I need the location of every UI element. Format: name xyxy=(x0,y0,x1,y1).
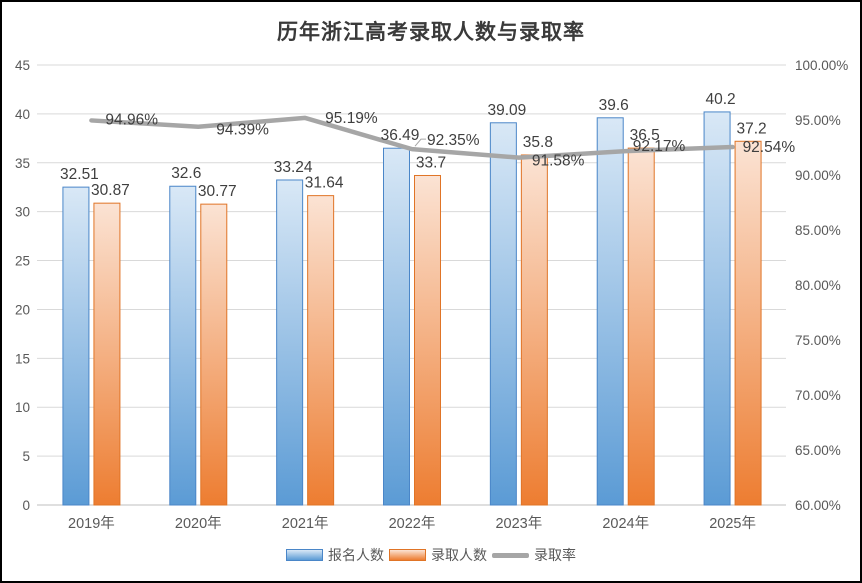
bar-admitted-2021年 xyxy=(307,195,335,506)
x-axis-label: 2019年 xyxy=(68,515,115,532)
legend-item-0: 报名人数 xyxy=(286,545,384,565)
y-axis-left-tick: 10 xyxy=(15,400,30,415)
y-axis-left-tick: 20 xyxy=(15,302,30,317)
bar-value-label-applicants: 32.51 xyxy=(60,166,99,183)
bar-value-label-admitted: 37.2 xyxy=(736,120,766,137)
y-axis-right-tick: 60.00% xyxy=(795,498,841,513)
y-axis-right-tick: 85.00% xyxy=(795,223,841,238)
bar-admitted-2020年 xyxy=(200,203,228,506)
y-axis-left-tick: 30 xyxy=(15,205,30,220)
rate-label: 92.54% xyxy=(743,139,796,156)
y-axis-left-tick: 40 xyxy=(15,107,30,122)
x-axis-label: 2025年 xyxy=(709,515,756,532)
y-axis-right-tick: 95.00% xyxy=(795,113,841,128)
y-axis-right-tick: 75.00% xyxy=(795,333,841,348)
label-leader-line xyxy=(414,138,426,147)
bar-value-label-applicants: 32.6 xyxy=(171,165,201,182)
y-axis-left-tick: 25 xyxy=(15,254,30,269)
y-axis-right-tick: 90.00% xyxy=(795,168,841,183)
bar-applicants-2024年 xyxy=(596,117,624,506)
legend-label: 报名人数 xyxy=(328,547,384,563)
legend-swatch-applicants xyxy=(286,549,323,561)
rate-label: 92.35% xyxy=(427,132,480,149)
x-axis-label: 2021年 xyxy=(282,515,329,532)
bar-applicants-2022年 xyxy=(383,147,410,506)
bar-applicants-2019年 xyxy=(62,186,90,506)
y-axis-left-tick: 5 xyxy=(22,449,30,464)
bar-applicants-2025年 xyxy=(703,111,731,506)
bar-value-label-admitted: 35.8 xyxy=(523,134,553,151)
x-axis-label: 2023年 xyxy=(495,515,542,532)
y-axis-left-tick: 15 xyxy=(15,351,30,366)
rate-label: 92.17% xyxy=(633,138,686,155)
y-axis-right-tick: 80.00% xyxy=(795,278,841,293)
x-axis-label: 2022年 xyxy=(389,515,436,532)
x-axis-label: 2020年 xyxy=(175,515,222,532)
bar-value-label-admitted: 31.64 xyxy=(305,175,344,192)
bar-value-label-applicants: 33.24 xyxy=(274,159,313,176)
bar-value-label-applicants: 36.49 xyxy=(381,127,420,144)
x-axis-label: 2024年 xyxy=(602,515,649,532)
bar-value-label-applicants: 39.6 xyxy=(599,97,629,114)
bar-applicants-2020年 xyxy=(169,185,197,506)
bar-value-label-admitted: 30.77 xyxy=(198,183,237,200)
y-axis-right-tick: 100.00% xyxy=(795,58,848,73)
bar-admitted-2019年 xyxy=(93,202,121,506)
rate-label: 94.96% xyxy=(105,111,158,128)
legend-item-2: 录取率 xyxy=(492,545,576,565)
legend-item-1: 录取人数 xyxy=(389,545,487,565)
chart-title: 历年浙江高考录取人数与录取率 xyxy=(277,21,585,44)
bar-value-label-applicants: 40.2 xyxy=(705,91,735,108)
legend-swatch-rate-line xyxy=(492,552,529,558)
y-axis-right-tick: 70.00% xyxy=(795,388,841,403)
bar-value-label-admitted: 33.7 xyxy=(416,154,446,171)
bar-admitted-2025年 xyxy=(734,140,762,506)
bar-admitted-2022年 xyxy=(414,174,441,506)
bar-value-label-applicants: 39.09 xyxy=(487,102,526,119)
bar-value-label-admitted: 30.87 xyxy=(91,182,130,199)
bar-value-label-admitted: 36.5 xyxy=(630,127,660,144)
legend-label: 录取人数 xyxy=(431,547,487,563)
admission-rate-line xyxy=(89,115,735,160)
bar-applicants-2021年 xyxy=(276,179,304,506)
bar-admitted-2023年 xyxy=(520,154,548,506)
legend-label: 录取率 xyxy=(534,547,576,563)
bar-admitted-2024年 xyxy=(627,147,655,506)
y-axis-left-tick: 45 xyxy=(15,58,30,73)
rate-label: 91.58% xyxy=(532,153,585,170)
y-axis-right-tick: 65.00% xyxy=(795,443,841,458)
bar-applicants-2023年 xyxy=(489,122,517,506)
legend-swatch-admitted xyxy=(389,549,426,561)
legend: 报名人数 录取人数 录取率 xyxy=(2,545,860,565)
y-axis-left-tick: 35 xyxy=(15,156,30,171)
rate-label: 95.19% xyxy=(325,110,378,127)
y-axis-left-tick: 0 xyxy=(22,498,30,513)
rate-label: 94.39% xyxy=(216,122,269,139)
